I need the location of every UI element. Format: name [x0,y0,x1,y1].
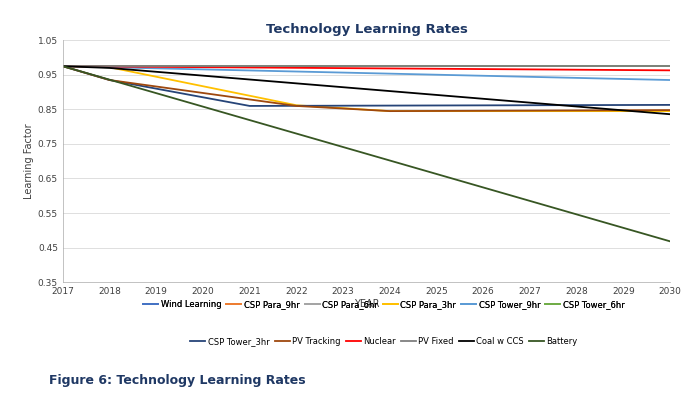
PV Tracking [59,64,67,69]
CSP Para_3hr [292,103,301,108]
CSP Para_3hr [59,64,67,69]
CSP Para_3hr [666,109,674,114]
X-axis label: YEAR: YEAR [354,299,379,309]
Coal w CCS [105,66,114,71]
CSP Para_3hr [385,109,394,114]
Line: Coal w CCS: Coal w CCS [63,66,670,114]
Line: CSP Tower_3hr: CSP Tower_3hr [63,66,670,106]
PV Tracking [666,108,674,112]
Coal w CCS [666,112,674,116]
PV Tracking [385,109,394,114]
Legend: CSP Tower_3hr, PV Tracking, Nuclear, PV Fixed, Coal w CCS, Battery: CSP Tower_3hr, PV Tracking, Nuclear, PV … [191,337,577,346]
Legend: Wind Learning, CSP Para_9hr, CSP Para_6hr, CSP Para_3hr, CSP Tower_9hr, CSP Towe: Wind Learning, CSP Para_9hr, CSP Para_6h… [143,300,625,310]
CSP Para_3hr [105,65,114,70]
Y-axis label: Learning Factor: Learning Factor [24,123,34,199]
Coal w CCS [59,64,67,69]
CSP Tower_3hr [246,104,254,108]
Text: Figure 6: Technology Learning Rates: Figure 6: Technology Learning Rates [49,374,306,387]
CSP Tower_3hr [59,64,67,69]
Line: CSP Para_3hr: CSP Para_3hr [63,66,670,111]
PV Tracking [105,78,114,83]
PV Tracking [292,104,301,108]
Title: Technology Learning Rates: Technology Learning Rates [265,23,468,36]
CSP Tower_3hr [666,102,674,107]
CSP Tower_3hr [105,78,114,83]
Line: PV Tracking: PV Tracking [63,66,670,111]
